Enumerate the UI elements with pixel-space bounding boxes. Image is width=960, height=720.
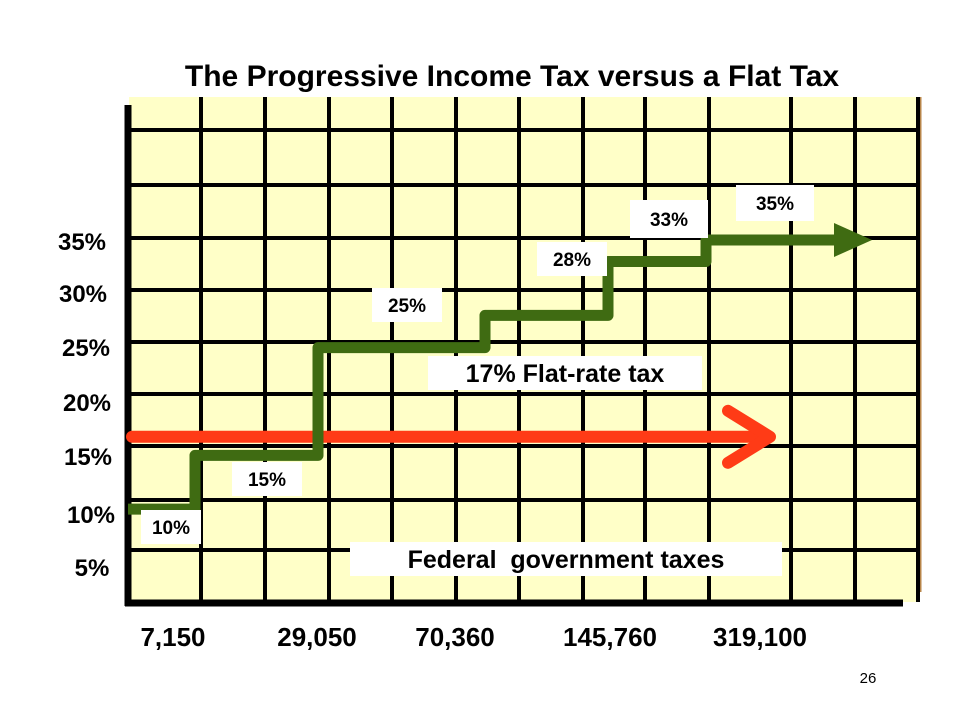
flat-tax-label-box	[428, 356, 702, 390]
y-tick-label: 20%	[63, 390, 111, 417]
step-label-box	[736, 185, 814, 221]
page-number: 26	[860, 670, 877, 687]
step-label-box	[232, 462, 302, 496]
y-tick-labels: 5% 10% 15% 20% 25% 30% 35%	[58, 229, 115, 582]
annotation-text: Federal government taxes	[408, 546, 725, 574]
y-tick-label: 10%	[67, 502, 115, 529]
x-tick-label: 70,360	[415, 622, 495, 652]
y-tick-label: 15%	[64, 444, 112, 471]
step-rate-label: 28%	[553, 250, 591, 271]
progressive-tax-series	[128, 223, 872, 515]
step-rate-label: 25%	[388, 296, 426, 317]
step-label-box	[537, 242, 607, 276]
step-rate-label: 35%	[756, 194, 794, 215]
x-tick-label: 29,050	[277, 622, 357, 652]
progressive-tax-line	[128, 234, 840, 515]
flat-tax-label: 17% Flat-rate tax	[466, 360, 665, 388]
annotation-box	[350, 542, 782, 576]
x-tick-labels: 7,150 29,050 70,360 145,760 319,100	[140, 622, 807, 652]
step-rate-label: 33%	[650, 210, 688, 231]
x-tick-label: 7,150	[140, 622, 205, 652]
y-tick-label: 30%	[59, 281, 107, 308]
plot-background	[129, 97, 919, 602]
progressive-tax-arrowhead	[834, 223, 872, 257]
step-label-box	[372, 288, 442, 322]
x-tick-label: 145,760	[563, 622, 657, 652]
y-tick-label: 25%	[62, 335, 110, 362]
flat-tax-series	[126, 404, 776, 469]
x-tick-label: 319,100	[713, 622, 807, 652]
grid	[129, 97, 920, 602]
step-label-box	[630, 200, 708, 238]
flat-tax-arrowhead	[722, 404, 776, 469]
y-tick-label: 5%	[75, 555, 110, 582]
step-rate-label: 10%	[152, 518, 190, 539]
step-rate-labels: 10% 15% 25% 28% 33% 35%	[141, 185, 814, 544]
step-label-box	[141, 510, 201, 544]
chart-title: The Progressive Income Tax versus a Flat…	[185, 60, 839, 93]
step-rate-label: 15%	[248, 470, 286, 491]
y-tick-label: 35%	[58, 229, 106, 256]
